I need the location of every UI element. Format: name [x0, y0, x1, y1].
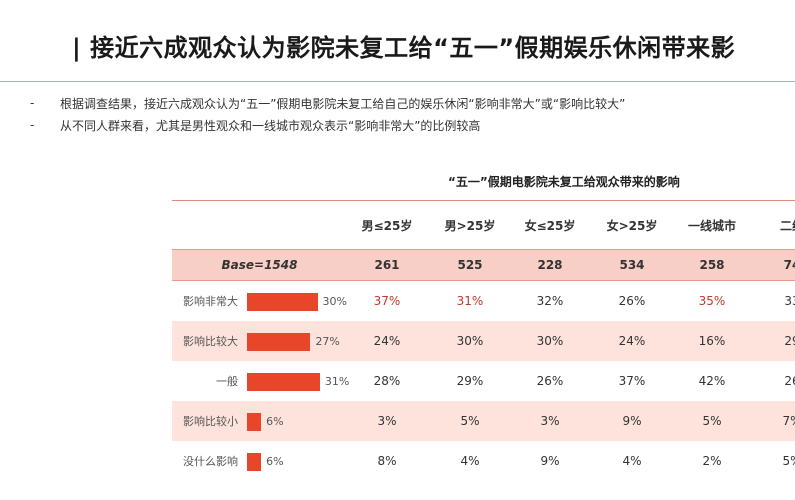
column-header: 男≤25岁 — [361, 218, 413, 233]
base-value: 258 — [699, 258, 725, 272]
total-bar — [247, 413, 262, 431]
bullet-marker: - — [30, 118, 35, 132]
column-header: 二线 — [779, 218, 795, 233]
table-cell: 30% — [456, 334, 484, 348]
table-cell: 32% — [536, 294, 564, 308]
table-cell: 29 — [784, 334, 795, 348]
total-bar — [247, 373, 320, 391]
table-cell: 4% — [460, 454, 480, 468]
table-row: 影响非常大 30% 37% 31% 32% 26% 35% 33 — [172, 281, 795, 321]
table-cell: 8% — [377, 454, 397, 468]
table-cell: 31% — [456, 294, 484, 308]
table-cell: 26 — [784, 374, 795, 388]
table-cell: 30% — [536, 334, 564, 348]
bullet-item: - 从不同人群来看，尤其是男性观众和一线城市观众表示“影响非常大”的比例较高 — [30, 114, 625, 136]
total-bar-label: 31% — [324, 374, 350, 388]
column-header: 女≤25岁 — [524, 218, 576, 233]
row-label: 影响比较小 — [183, 415, 238, 428]
total-bar — [247, 453, 262, 471]
table-title: “五一”假期电影院未复工给观众带来的影响 — [448, 175, 680, 189]
table-cell: 5% — [702, 414, 722, 428]
bullet-marker: - — [30, 96, 35, 110]
base-value: 261 — [374, 258, 400, 272]
row-label: 一般 — [216, 375, 238, 388]
column-header: 女>25岁 — [606, 218, 658, 233]
table-cell: 26% — [536, 374, 564, 388]
base-value: 228 — [537, 258, 563, 272]
column-header: 一线城市 — [687, 218, 736, 233]
total-bar — [247, 333, 311, 351]
table-cell: 4% — [622, 454, 642, 468]
bullet-item: - 根据调查结果，接近六成观众认为“五一”假期电影院未复工给自己的娱乐休闲“影响… — [30, 92, 625, 114]
row-label: 影响非常大 — [183, 295, 238, 308]
total-bar — [247, 293, 318, 311]
table-cell: 2% — [702, 454, 722, 468]
table-row: 没什么影响 6% 8% 4% 9% 4% 2% 5% — [172, 441, 795, 481]
table-cell: 3% — [540, 414, 560, 428]
bullet-text: 从不同人群来看，尤其是男性观众和一线城市观众表示“影响非常大”的比例较高 — [60, 118, 481, 133]
bullet-list: - 根据调查结果，接近六成观众认为“五一”假期电影院未复工给自己的娱乐休闲“影响… — [30, 92, 625, 136]
table-cell: 24% — [373, 334, 401, 348]
table-cell: 9% — [622, 414, 642, 428]
total-bar-label: 30% — [322, 294, 347, 308]
base-label: Base=1548 — [221, 258, 298, 272]
table-cell: 9% — [540, 454, 560, 468]
total-bar-label: 27% — [315, 334, 340, 348]
table-cell: 7% — [782, 414, 795, 428]
table-base-row: Base=1548 261 525 228 534 258 74 — [172, 249, 795, 281]
table-cell: 5% — [460, 414, 480, 428]
table-row: 一般 31% 28% 29% 26% 37% 42% 26 — [172, 361, 795, 401]
table-row: 影响比较大 27% 24% 30% 30% 24% 16% 29 — [172, 321, 795, 361]
table-cell: 28% — [373, 374, 401, 388]
table-row: 影响比较小 6% 3% 5% 3% 9% 5% 7% — [172, 401, 795, 441]
table-cell: 37% — [618, 374, 646, 388]
table-cell: 37% — [373, 294, 401, 308]
table-cell: 29% — [456, 374, 484, 388]
bullet-text: 根据调查结果，接近六成观众认为“五一”假期电影院未复工给自己的娱乐休闲“影响非常… — [60, 96, 626, 111]
table-cell: 16% — [698, 334, 726, 348]
table-cell: 3% — [377, 414, 397, 428]
row-label: 没什么影响 — [183, 455, 238, 468]
table-cell: 42% — [698, 374, 726, 388]
total-bar-label: 6% — [266, 414, 284, 428]
table-cell: 26% — [618, 294, 646, 308]
title-divider — [0, 81, 795, 82]
base-value: 534 — [619, 258, 645, 272]
table-cell: 5% — [782, 454, 795, 468]
row-label: 影响比较大 — [183, 335, 238, 348]
table-cell: 35% — [698, 294, 726, 308]
total-bar-label: 6% — [266, 454, 284, 468]
table-cell: 24% — [618, 334, 646, 348]
page-title: | 接近六成观众认为影院未复工给“五一”假期娱乐休闲带来影 — [72, 34, 736, 62]
column-header: 男>25岁 — [444, 218, 496, 233]
base-value: 74 — [783, 258, 795, 272]
base-value: 525 — [457, 258, 483, 272]
table-cell: 33 — [784, 294, 795, 308]
table-header-row: 男≤25岁 男>25岁 女≤25岁 女>25岁 一线城市 二线 — [172, 200, 795, 249]
